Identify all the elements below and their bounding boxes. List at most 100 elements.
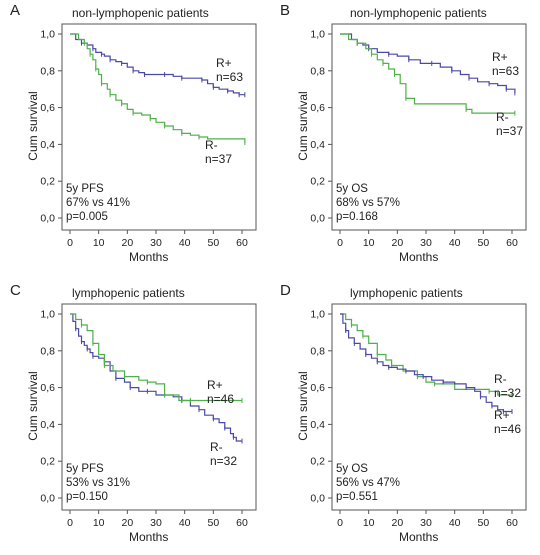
y-tick-label: 0,6	[310, 102, 325, 114]
y-tick-label: 0,8	[40, 65, 55, 77]
y-tick-label: 0,2	[310, 456, 325, 468]
panel-letter: A	[10, 2, 21, 19]
y-tick-label: 0,0	[40, 213, 55, 225]
series-label-r-minus: R-n=32	[210, 440, 237, 468]
series-line-r-plus	[70, 33, 245, 96]
x-tick-label: 30	[150, 237, 162, 249]
y-tick-label: 0,4	[310, 419, 325, 431]
series-name: R-	[210, 440, 223, 454]
stats-annotation: 5y PFS 53% vs 31% p=0.150	[66, 462, 130, 504]
x-tick-label: 60	[506, 237, 518, 249]
panel-title: non-lymphopenic patients	[72, 6, 209, 20]
series-count: n=63	[216, 70, 244, 84]
y-tick-label: 0,2	[40, 176, 55, 188]
y-tick-label: 0,0	[40, 493, 55, 505]
stats-annotation: 5y OS 56% vs 47% p=0.551	[336, 462, 400, 504]
x-tick-label: 0	[337, 517, 343, 529]
x-tick-label: 0	[337, 237, 343, 249]
x-tick-label: 60	[236, 237, 248, 249]
x-tick-label: 40	[179, 237, 191, 249]
panel-title: lymphopenic patients	[72, 286, 185, 300]
y-tick-label: 0,0	[310, 493, 325, 505]
series-count: n=37	[205, 152, 233, 166]
panel-title: non-lymphopenic patients	[350, 6, 487, 20]
survival-plot: 0,0 0,2 0,4 0,6 0,8 1,0 0 10 20 30 40 50 60	[40, 23, 257, 249]
series-line-r-minus	[70, 313, 242, 402]
series-name: R-	[494, 372, 507, 386]
y-tick-label: 0,8	[40, 345, 55, 357]
panel-letter: B	[280, 2, 291, 19]
series-label-r-minus: R-n=37	[496, 110, 523, 138]
stats-line: 53% vs 31%	[66, 477, 130, 489]
x-tick-label: 40	[179, 517, 191, 529]
series-label-r-plus: R+ n=63	[216, 56, 243, 84]
series-line-r-minus	[340, 33, 515, 114]
x-tick-label: 20	[391, 237, 403, 249]
y-tick-label: 0,2	[40, 456, 55, 468]
x-tick-label: 30	[150, 517, 162, 529]
y-tick-label: 0,4	[40, 139, 55, 151]
survival-plot: 0,0 0,2 0,4 0,6 0,8 1,0 0 10 20 30 40 50 60	[40, 303, 257, 529]
series-count: n=32	[210, 454, 238, 468]
survival-plot: 0,0 0,2 0,4 0,6 0,8 1,0 0 10 20 30 40 50 60	[310, 23, 527, 249]
stats-line: 67% vs 41%	[66, 197, 130, 209]
series-label-r-plus: R+ n=63	[492, 50, 519, 78]
x-tick-label: 60	[236, 517, 248, 529]
stats-annotation: 5y PFS 67% vs 41% p=0.005	[66, 182, 130, 224]
x-tick-label: 0	[67, 517, 73, 529]
x-tick-label: 10	[93, 517, 105, 529]
x-tick-label: 20	[391, 517, 403, 529]
x-tick-label: 10	[93, 237, 105, 249]
plot-frame	[61, 303, 257, 511]
series-label-r-plus: R+ n=46	[207, 378, 234, 406]
survival-plot: 0,0 0,2 0,4 0,6 0,8 1,0 0 10 20 30 40 50 60	[310, 303, 527, 529]
y-tick-label: 0,4	[40, 419, 55, 431]
plot-frame	[61, 23, 257, 231]
stats-line: 5y PFS	[66, 183, 104, 195]
x-tick-label: 50	[477, 237, 489, 249]
y-tick-label: 1,0	[40, 29, 55, 41]
series-name: R+	[494, 408, 510, 422]
x-tick-label: 30	[420, 517, 432, 529]
series-name: R-	[496, 110, 509, 124]
x-tick-label: 50	[207, 517, 219, 529]
stats-line: 68% vs 57%	[336, 197, 400, 209]
x-tick-label: 10	[363, 237, 375, 249]
series-count: n=63	[492, 64, 520, 78]
stats-line: 5y OS	[336, 463, 368, 475]
x-tick-label: 40	[449, 517, 461, 529]
series-label-r-minus: R-n=37	[205, 138, 232, 166]
stats-line: p=0.551	[336, 491, 378, 503]
x-tick-label: 10	[363, 517, 375, 529]
series-name: R+	[216, 56, 232, 70]
y-tick-label: 0,0	[310, 213, 325, 225]
stats-line: 5y PFS	[66, 463, 104, 475]
series-name: R+	[207, 378, 223, 392]
x-tick-label: 30	[420, 237, 432, 249]
x-axis-label: Months	[129, 250, 169, 264]
y-tick-label: 0,8	[310, 65, 325, 77]
plot-frame	[331, 23, 527, 231]
x-tick-label: 50	[207, 237, 219, 249]
x-tick-label: 60	[506, 517, 518, 529]
y-axis-label: Cum survival	[26, 371, 40, 441]
series-label-r-plus: R+ n=46	[494, 408, 521, 436]
series-label-r-minus: R-n=32	[494, 372, 521, 400]
stats-line: p=0.168	[336, 211, 378, 223]
x-tick-label: 40	[449, 237, 461, 249]
y-axis-label: Cum survival	[26, 91, 40, 161]
y-tick-label: 1,0	[310, 309, 325, 321]
x-tick-label: 0	[67, 237, 73, 249]
series-line-r-minus	[340, 313, 512, 396]
series-count: n=46	[494, 422, 522, 436]
series-line-r-plus	[70, 313, 242, 442]
y-tick-label: 1,0	[310, 29, 325, 41]
x-axis-label: Months	[399, 530, 439, 544]
series-count: n=37	[496, 124, 524, 138]
y-tick-label: 0,6	[40, 102, 55, 114]
y-tick-label: 0,2	[310, 176, 325, 188]
x-tick-label: 20	[121, 237, 133, 249]
